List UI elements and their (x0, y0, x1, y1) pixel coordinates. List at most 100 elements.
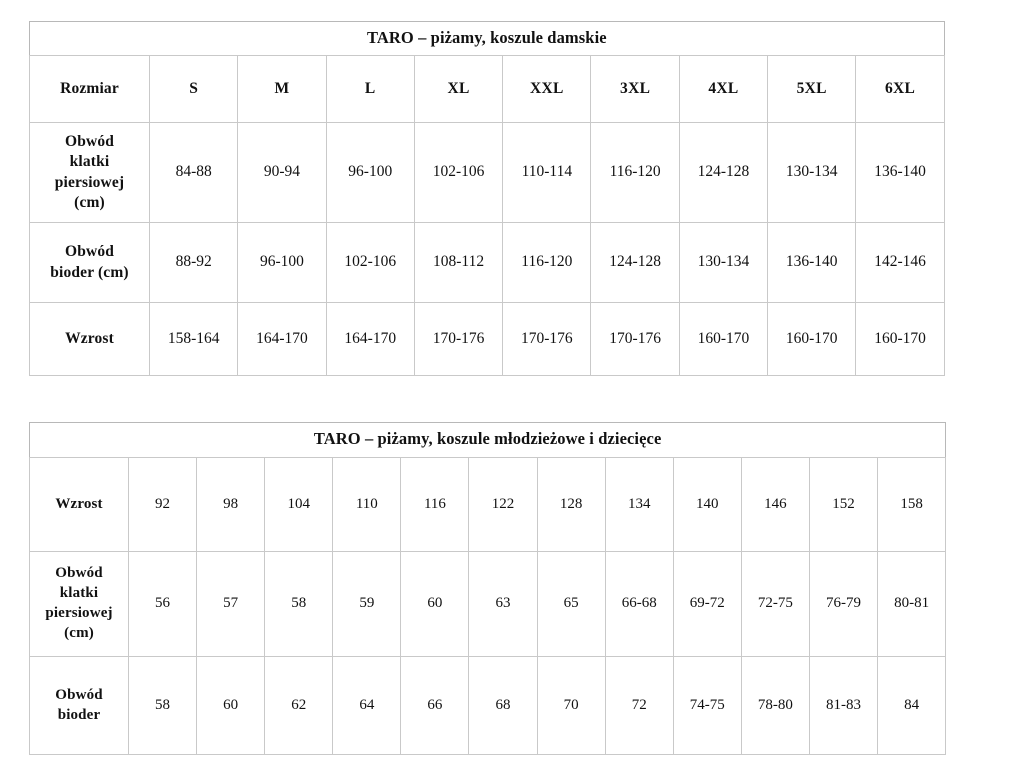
cell-value: 116 (400, 457, 470, 552)
header-size-m: M (237, 55, 327, 123)
cell-value: 124-128 (590, 222, 680, 303)
cell-value: 142-146 (855, 222, 945, 303)
cell-value: 164-170 (325, 302, 415, 376)
cell-value: 70 (536, 656, 606, 755)
cell-value: 62 (264, 656, 334, 755)
row-label-line: Obwód (55, 686, 103, 703)
cell-value: 74-75 (672, 656, 742, 755)
cell-value: 158-164 (148, 302, 239, 376)
cell-value: 59 (332, 551, 402, 657)
row-label-line: klatki (69, 153, 110, 171)
cell-value: 140 (672, 457, 742, 552)
row-label-line: Obwód (65, 243, 114, 261)
cell-value: 63 (468, 551, 538, 657)
row-label-line: Obwód (65, 132, 114, 150)
table-row: Wzrost 158-164 164-170 164-170 170-176 1… (29, 302, 945, 376)
cell-value: 124-128 (678, 122, 769, 223)
row-label-chest: Obwód klatki piersiowej (cm) (29, 122, 150, 223)
cell-value: 90-94 (237, 122, 327, 223)
cell-value: 170-176 (502, 302, 592, 376)
row-label-chest: Obwód klatki piersiowej (cm) (29, 551, 129, 657)
cell-value: 69-72 (672, 551, 742, 657)
cell-value: 96-100 (325, 122, 415, 223)
cell-value: 146 (740, 457, 810, 552)
cell-value: 130-134 (767, 122, 857, 223)
row-label-height: Wzrost (29, 457, 129, 552)
cell-value: 122 (468, 457, 538, 552)
table-kids-title: TARO – piżamy, koszule młodzieżowe i dzi… (29, 422, 946, 458)
table-row: Obwód bioder (cm) 88-92 96-100 102-106 1… (29, 222, 945, 303)
cell-value: 72-75 (740, 551, 810, 657)
cell-value: 104 (264, 457, 334, 552)
table-kids-title-row: TARO – piżamy, koszule młodzieżowe i dzi… (29, 422, 946, 458)
row-label-hips: Obwód bioder (cm) (29, 222, 150, 303)
cell-value: 170-176 (413, 302, 504, 376)
header-size-s: S (148, 55, 239, 123)
header-size-6xl: 6XL (855, 55, 945, 123)
cell-value: 84-88 (148, 122, 239, 223)
cell-value: 56 (127, 551, 198, 657)
cell-value: 66-68 (604, 551, 674, 657)
table-women-title-row: TARO – piżamy, koszule damskie (29, 21, 945, 56)
header-size-3xl: 3XL (590, 55, 680, 123)
cell-value: 136-140 (855, 122, 945, 223)
cell-value: 60 (196, 656, 266, 755)
cell-value: 152 (808, 457, 879, 552)
row-label-line: bioder (cm) (50, 263, 129, 281)
cell-value: 116-120 (502, 222, 592, 303)
row-label-height: Wzrost (29, 302, 150, 376)
header-size-xl: XL (413, 55, 504, 123)
table-women-title: TARO – piżamy, koszule damskie (29, 21, 945, 56)
header-size-5xl: 5XL (767, 55, 857, 123)
cell-value: 170-176 (590, 302, 680, 376)
table-women-header-row: Rozmiar S M L XL XXL 3XL 4XL 5XL 6XL (29, 55, 945, 123)
cell-value: 58 (264, 551, 334, 657)
cell-value: 96-100 (237, 222, 327, 303)
row-label-line: klatki (59, 585, 99, 602)
cell-value: 134 (604, 457, 674, 552)
cell-value: 108-112 (413, 222, 504, 303)
row-label-line: (cm) (74, 193, 105, 211)
row-label-line: Obwód (55, 565, 103, 582)
row-label-hips: Obwód bioder (29, 656, 129, 755)
row-label-line: (cm) (64, 624, 94, 641)
table-row: Wzrost 92 98 104 110 116 122 128 134 140… (29, 457, 947, 552)
size-table-kids: TARO – piżamy, koszule młodzieżowe i dzi… (29, 422, 947, 755)
row-label-line: piersiowej (54, 173, 125, 191)
table-row: Obwód klatki piersiowej (cm) 84-88 90-94… (29, 122, 945, 223)
cell-value: 58 (127, 656, 198, 755)
cell-value: 84 (877, 656, 947, 755)
header-size-l: L (325, 55, 415, 123)
cell-value: 164-170 (237, 302, 327, 376)
cell-value: 136-140 (767, 222, 857, 303)
cell-value: 102-106 (413, 122, 504, 223)
cell-value: 110 (332, 457, 402, 552)
cell-value: 160-170 (855, 302, 945, 376)
table-row: Obwód klatki piersiowej (cm) 56 57 58 59… (29, 551, 947, 657)
cell-value: 128 (536, 457, 606, 552)
table-row: Obwód bioder 58 60 62 64 66 68 70 72 74-… (29, 656, 947, 755)
cell-value: 158 (877, 457, 947, 552)
header-size-4xl: 4XL (678, 55, 769, 123)
cell-value: 160-170 (767, 302, 857, 376)
cell-value: 81-83 (808, 656, 879, 755)
cell-value: 65 (536, 551, 606, 657)
cell-value: 60 (400, 551, 470, 657)
cell-value: 76-79 (808, 551, 879, 657)
cell-value: 88-92 (148, 222, 239, 303)
cell-value: 64 (332, 656, 402, 755)
size-table-women: TARO – piżamy, koszule damskie Rozmiar S… (29, 21, 945, 376)
cell-value: 102-106 (325, 222, 415, 303)
cell-value: 110-114 (502, 122, 592, 223)
cell-value: 130-134 (678, 222, 769, 303)
header-size-xxl: XXL (502, 55, 592, 123)
cell-value: 66 (400, 656, 470, 755)
row-label-line: bioder (57, 706, 101, 723)
cell-value: 78-80 (740, 656, 810, 755)
cell-value: 98 (196, 457, 266, 552)
cell-value: 116-120 (590, 122, 680, 223)
cell-value: 92 (127, 457, 198, 552)
header-label-rozmiar: Rozmiar (29, 55, 150, 123)
cell-value: 68 (468, 656, 538, 755)
